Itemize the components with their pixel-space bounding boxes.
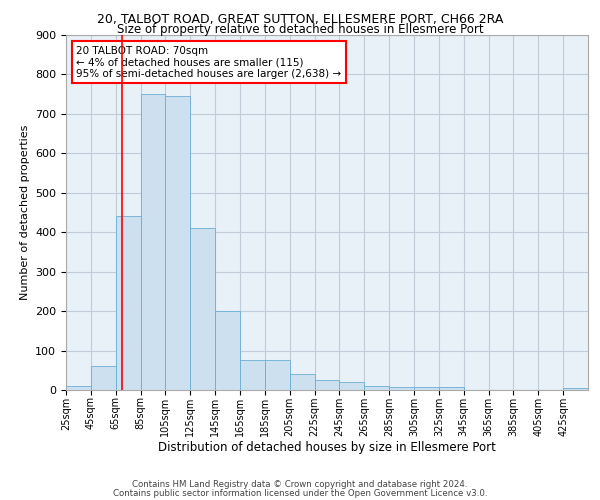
Bar [414, 387, 439, 390]
Bar [439, 387, 464, 390]
Bar [140, 94, 166, 390]
Bar [563, 388, 588, 390]
Bar [314, 380, 340, 390]
Bar [66, 386, 91, 390]
Bar [91, 366, 116, 390]
Text: 20 TALBOT ROAD: 70sqm
← 4% of detached houses are smaller (115)
95% of semi-deta: 20 TALBOT ROAD: 70sqm ← 4% of detached h… [76, 46, 341, 79]
X-axis label: Distribution of detached houses by size in Ellesmere Port: Distribution of detached houses by size … [158, 442, 496, 454]
Bar [215, 311, 240, 390]
Bar [116, 216, 140, 390]
Bar [389, 387, 414, 390]
Bar [364, 386, 389, 390]
Text: 20, TALBOT ROAD, GREAT SUTTON, ELLESMERE PORT, CH66 2RA: 20, TALBOT ROAD, GREAT SUTTON, ELLESMERE… [97, 12, 503, 26]
Text: Contains public sector information licensed under the Open Government Licence v3: Contains public sector information licen… [113, 488, 487, 498]
Bar [265, 360, 290, 390]
Bar [166, 96, 190, 390]
Bar [240, 360, 265, 390]
Bar [190, 228, 215, 390]
Y-axis label: Number of detached properties: Number of detached properties [20, 125, 29, 300]
Text: Contains HM Land Registry data © Crown copyright and database right 2024.: Contains HM Land Registry data © Crown c… [132, 480, 468, 489]
Bar [340, 382, 364, 390]
Text: Size of property relative to detached houses in Ellesmere Port: Size of property relative to detached ho… [116, 22, 484, 36]
Bar [290, 374, 314, 390]
